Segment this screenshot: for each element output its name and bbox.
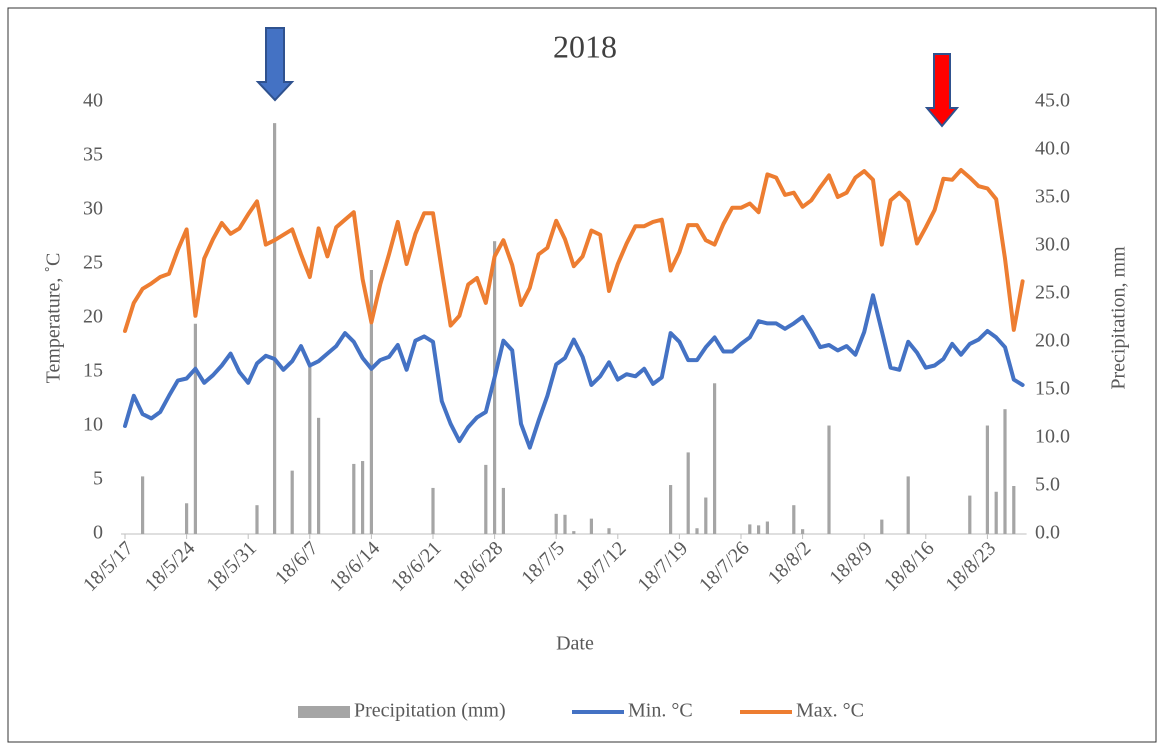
- bar: [501, 487, 505, 534]
- y2-tick-label: 40.0: [1035, 138, 1070, 160]
- legend-label: Min. °C: [628, 700, 693, 722]
- bar: [563, 514, 567, 534]
- y-tick-label: 30: [83, 198, 103, 220]
- bar: [361, 461, 365, 534]
- y-tick-label: 25: [83, 252, 103, 274]
- chart-title: 2018: [553, 28, 617, 64]
- bar: [273, 123, 277, 535]
- bar: [686, 452, 690, 534]
- bar: [193, 323, 197, 534]
- annotation-arrow: [924, 53, 960, 128]
- y-axis-title: Temperature, ˚C: [43, 253, 65, 384]
- bar: [985, 425, 989, 534]
- y-tick-label: 20: [83, 306, 103, 328]
- y2-tick-label: 25.0: [1035, 282, 1070, 304]
- y2-tick-label: 5.0: [1035, 474, 1060, 496]
- y-tick-label: 10: [83, 414, 103, 436]
- bar: [484, 464, 488, 534]
- annotation-arrow: [255, 27, 295, 102]
- bar: [748, 524, 752, 534]
- y2-tick-label: 15.0: [1035, 378, 1070, 400]
- x-axis-title: Date: [556, 633, 594, 655]
- y-tick-label: 0: [93, 522, 103, 544]
- bar: [765, 521, 769, 534]
- bar: [572, 531, 576, 534]
- bar: [607, 528, 611, 534]
- legend-label: Max. °C: [796, 700, 864, 722]
- bar: [827, 425, 831, 534]
- y2-tick-label: 45.0: [1035, 90, 1070, 112]
- bar: [704, 497, 708, 534]
- y2-tick-label: 20.0: [1035, 330, 1070, 352]
- y2-tick-label: 10.0: [1035, 426, 1070, 448]
- bar: [792, 505, 796, 534]
- bar: [713, 383, 717, 534]
- bar: [493, 241, 497, 534]
- bar: [317, 417, 321, 534]
- bar: [255, 505, 259, 534]
- bar: [589, 518, 593, 534]
- y2-axis-title: Precipitation, mm: [1108, 246, 1130, 390]
- bar: [352, 463, 356, 534]
- y-tick-label: 35: [83, 144, 103, 166]
- y-tick-label: 15: [83, 360, 103, 382]
- bar: [1003, 409, 1007, 534]
- bar: [801, 529, 805, 534]
- bar: [1012, 486, 1016, 534]
- bar: [669, 485, 673, 534]
- line-series: [123, 293, 1025, 450]
- bar: [290, 470, 294, 534]
- y2-tick-label: 0.0: [1035, 522, 1060, 544]
- y-tick-label: 40: [83, 90, 103, 112]
- bar: [906, 476, 910, 534]
- bar: [757, 525, 761, 534]
- bar: [695, 528, 699, 534]
- bar: [431, 487, 435, 534]
- y2-tick-label: 30.0: [1035, 234, 1070, 256]
- bar: [880, 519, 884, 534]
- y2-tick-label: 35.0: [1035, 186, 1070, 208]
- bar: [185, 503, 189, 534]
- legend-label: Precipitation (mm): [354, 700, 506, 722]
- line-series: [123, 168, 1025, 333]
- y-tick-label: 5: [93, 468, 103, 490]
- legend-swatch: [298, 706, 350, 718]
- bar: [369, 270, 373, 534]
- bar: [141, 476, 145, 534]
- bar: [994, 491, 998, 534]
- bar: [308, 364, 312, 534]
- bar: [968, 495, 972, 534]
- bar: [554, 513, 558, 534]
